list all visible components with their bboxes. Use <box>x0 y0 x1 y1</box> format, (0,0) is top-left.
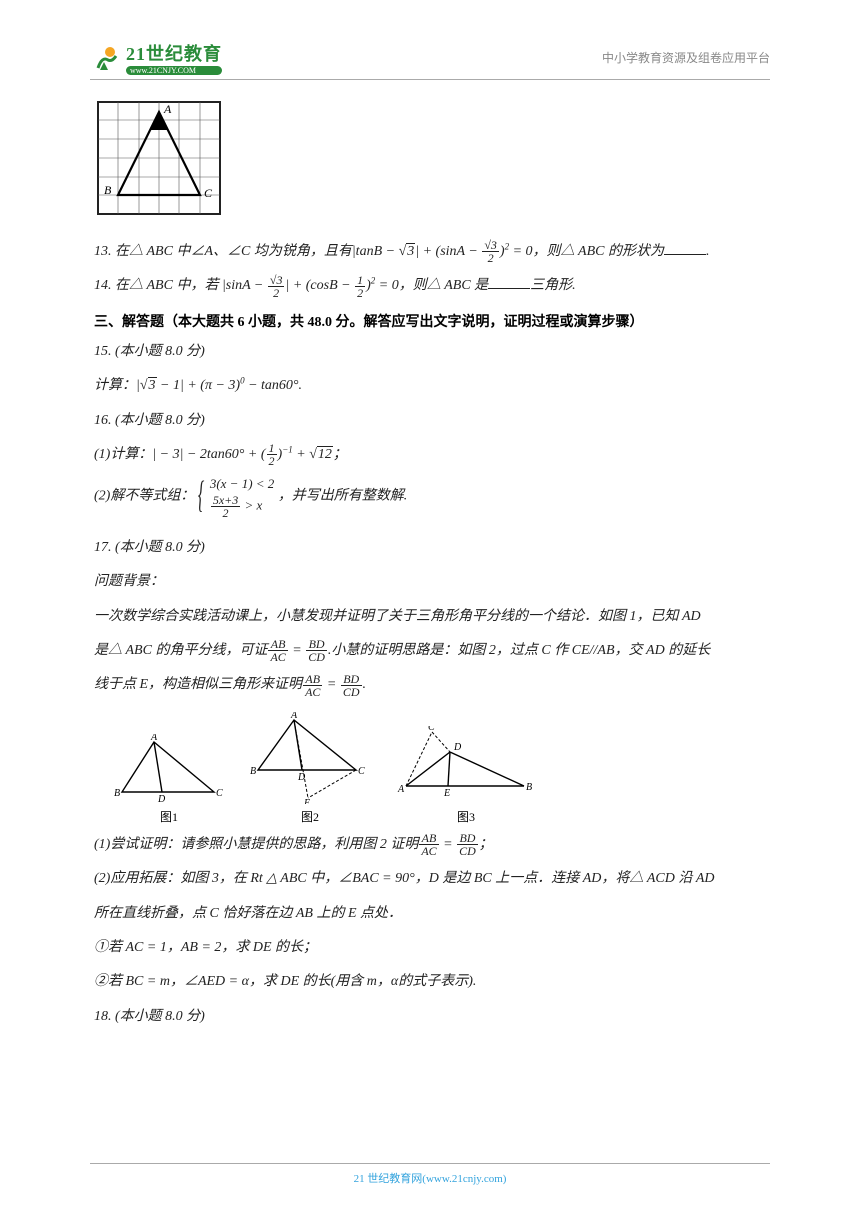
q17-para1b: 是△ ABC 的角平分线，可证ABAC = BDCD.小慧的证明思路是：如图 2… <box>94 636 766 665</box>
fig2-label: 图2 <box>301 808 319 825</box>
q15-body: 计算：|3 − 1| + (π − 3)0 − tan60°. <box>94 371 766 400</box>
footer-divider <box>90 1163 770 1164</box>
logo-icon <box>90 42 122 74</box>
q17-s1: ①若 AC = 1，AB = 2，求 DE 的长； <box>94 933 766 962</box>
q13-text: 13. 在△ ABC 中∠A、∠C 均为锐角，且有|tanB − <box>94 244 399 259</box>
q17-figures: A B D C 图1 A B D C E <box>114 712 766 825</box>
svg-text:E: E <box>303 798 310 804</box>
fig-2: A B D C E 图2 <box>250 712 370 825</box>
q17-para1c: 线于点 E，构造相似三角形来证明ABAC = BDCD. <box>94 670 766 699</box>
svg-text:A: A <box>163 102 172 116</box>
logo: 21世纪教育 www.21CNJY.COM <box>90 40 222 75</box>
fig3-label: 图3 <box>457 808 475 825</box>
svg-text:D: D <box>157 794 166 804</box>
logo-text: 21世纪教育 www.21CNJY.COM <box>126 40 222 75</box>
q13: 13. 在△ ABC 中∠A、∠C 均为锐角，且有|tanB − 3| + (s… <box>94 237 766 266</box>
svg-text:B: B <box>114 788 120 799</box>
q14-blank <box>488 277 530 289</box>
svg-text:D: D <box>297 772 306 783</box>
svg-text:B: B <box>526 782 532 793</box>
svg-text:A: A <box>290 712 298 721</box>
content: A B C 13. 在△ ABC 中∠A、∠C 均为锐角，且有|tanB − 3… <box>90 98 770 1031</box>
q17-para1a: 一次数学综合实践活动课上，小慧发现并证明了关于三角形角平分线的一个结论．如图 1… <box>94 602 766 631</box>
svg-text:B: B <box>250 766 256 777</box>
q14: 14. 在△ ABC 中，若 |sinA − √32| + (cosB − 12… <box>94 271 766 300</box>
q15-head: 15. (本小题 8.0 分) <box>94 337 766 366</box>
svg-text:B: B <box>104 183 112 197</box>
q16-p1: (1)计算：| − 3| − 2tan60° + (12)−1 + 12； <box>94 440 766 469</box>
logo-url: www.21CNJY.COM <box>126 66 222 75</box>
triangle-grid-figure: A B C <box>94 98 766 223</box>
header-divider <box>90 79 770 80</box>
q16-p2: (2)解不等式组： 3(x − 1) < 2 5x+32 > x ，并写出所有整… <box>94 474 766 519</box>
svg-text:E: E <box>443 788 450 799</box>
header-platform-text: 中小学教育资源及组卷应用平台 <box>602 49 770 66</box>
inequality-system: 3(x − 1) < 2 5x+32 > x <box>198 474 274 519</box>
q17-p1: (1)尝试证明：请参照小慧提供的思路，利用图 2 证明ABAC = BDCD； <box>94 830 766 859</box>
fig-1: A B D C 图1 <box>114 734 224 825</box>
q17-p2a: (2)应用拓展：如图 3，在 Rt △ ABC 中，∠BAC = 90°，D 是… <box>94 864 766 893</box>
footer-text: 21 世纪教育网(www.21cnjy.com) <box>0 1170 860 1186</box>
page-header: 21世纪教育 www.21CNJY.COM 中小学教育资源及组卷应用平台 <box>90 40 770 75</box>
fig-3: A B C D E 图3 <box>396 726 536 825</box>
svg-text:A: A <box>397 784 405 795</box>
svg-text:C: C <box>358 766 365 777</box>
fig1-label: 图1 <box>160 808 178 825</box>
logo-cn: 21世纪教育 <box>126 40 222 66</box>
q17-head: 17. (本小题 8.0 分) <box>94 533 766 562</box>
page: 21世纪教育 www.21CNJY.COM 中小学教育资源及组卷应用平台 <box>0 0 860 1096</box>
svg-text:C: C <box>204 186 213 200</box>
q17-s2: ②若 BC = m，∠AED = α，求 DE 的长(用含 m，α的式子表示). <box>94 967 766 996</box>
q17-p2b: 所在直线折叠，点 C 恰好落在边 AB 上的 E 点处． <box>94 899 766 928</box>
svg-text:A: A <box>150 734 158 743</box>
q18-head: 18. (本小题 8.0 分) <box>94 1002 766 1031</box>
section-3-title: 三、解答题（本大题共 6 小题，共 48.0 分。解答应写出文字说明，证明过程或… <box>94 311 766 331</box>
q13-blank <box>664 243 706 255</box>
svg-text:C: C <box>216 788 223 799</box>
page-footer: 21 世纪教育网(www.21cnjy.com) <box>0 1163 860 1186</box>
q17-bg: 问题背景： <box>94 567 766 596</box>
svg-text:D: D <box>453 742 462 753</box>
svg-text:C: C <box>428 726 435 733</box>
q16-head: 16. (本小题 8.0 分) <box>94 406 766 435</box>
